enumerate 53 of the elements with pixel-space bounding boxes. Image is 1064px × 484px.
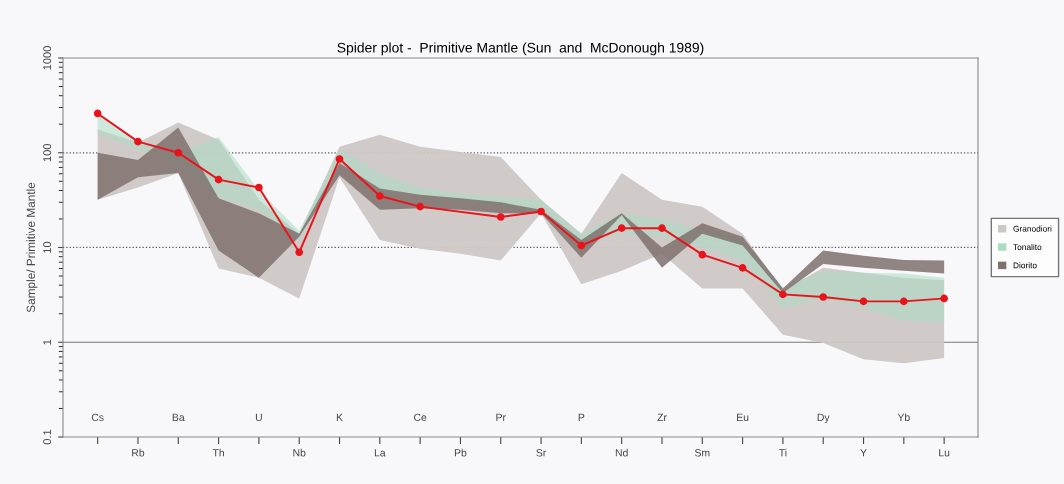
chart-title: Spider plot - Primitive Mantle (Sun and McDonough 1989) xyxy=(337,42,704,56)
x-tick-label: Sm xyxy=(694,449,710,457)
x-tick-label: Th xyxy=(212,448,224,457)
legend-label: Tonalito xyxy=(1013,243,1042,251)
x-tick-label: Rb xyxy=(132,448,145,457)
x-tick-label: K xyxy=(336,413,343,421)
point xyxy=(537,207,545,216)
x-tick-label: Nd xyxy=(615,448,628,457)
point xyxy=(93,109,102,118)
point xyxy=(255,183,263,192)
x-tick-label: Ba xyxy=(172,413,185,422)
x-tick-label: Zr xyxy=(657,413,667,421)
x-tick-label: Yb xyxy=(897,413,910,422)
point xyxy=(819,293,828,301)
x-tick-label: Dy xyxy=(817,413,830,424)
x-tick-label: U xyxy=(255,413,262,422)
y-axis-title: Sample/ Primitive Mantle xyxy=(26,182,38,313)
x-tick-label: La xyxy=(374,449,386,457)
point xyxy=(738,264,747,272)
point xyxy=(335,155,344,163)
x-tick-label: Ce xyxy=(414,413,427,422)
x-tick-label: Sr xyxy=(536,449,547,457)
point xyxy=(577,241,586,250)
y-tick-label: 0.1 xyxy=(43,429,52,445)
x-tick-label: Ti xyxy=(779,448,787,457)
point xyxy=(416,202,424,211)
x-tick-label: Pr xyxy=(496,413,506,421)
point xyxy=(376,192,384,200)
legend-label: Diorito xyxy=(1013,262,1037,269)
point xyxy=(940,294,948,303)
point xyxy=(698,250,707,259)
point xyxy=(174,148,183,157)
point xyxy=(658,224,666,232)
point xyxy=(617,224,626,232)
x-tick-label: Eu xyxy=(737,413,749,422)
y-tick-label: 1000 xyxy=(43,46,52,70)
x-tick-label: P xyxy=(578,413,585,421)
y-tick-label: 1 xyxy=(43,339,51,345)
legend-label: Granodiori xyxy=(1013,225,1052,232)
x-tick-label: Cs xyxy=(91,413,104,422)
point xyxy=(295,248,304,257)
point xyxy=(900,297,908,306)
point xyxy=(859,297,868,306)
x-tick-label: Y xyxy=(860,449,867,457)
y-tick-label: 10 xyxy=(43,241,52,253)
x-tick-label: Nb xyxy=(293,448,306,457)
x-tick-label: Lu xyxy=(939,449,950,457)
point xyxy=(779,290,787,299)
point xyxy=(214,175,223,184)
x-tick-label: Pb xyxy=(454,448,467,457)
y-tick-label: 100 xyxy=(43,143,52,162)
point xyxy=(496,213,505,221)
point xyxy=(134,137,142,146)
